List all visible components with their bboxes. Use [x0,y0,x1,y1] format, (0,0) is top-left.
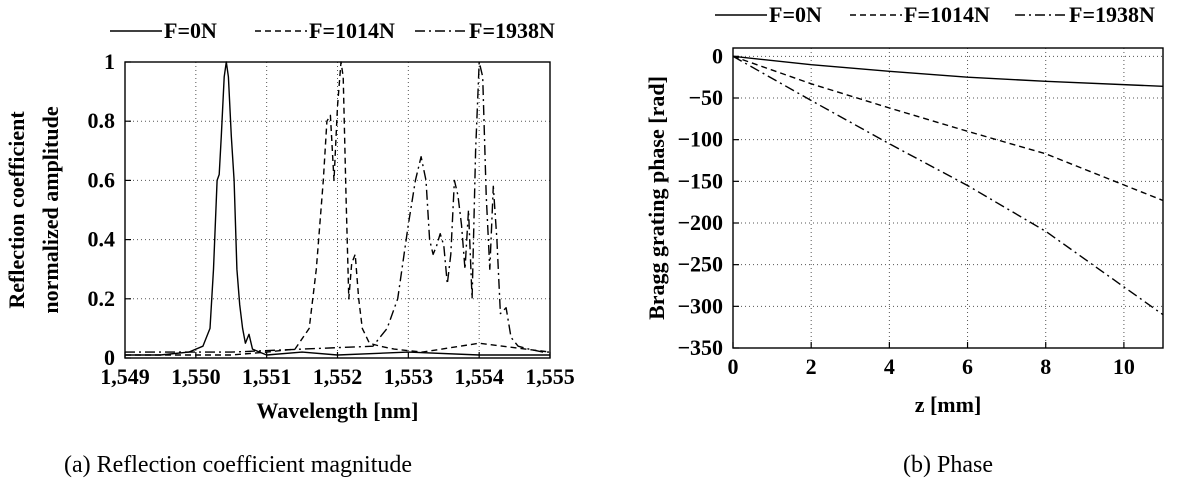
x-tick-label: 0 [728,354,739,379]
y-tick-label: −350 [677,335,723,360]
y-tick-label: 0.2 [88,286,116,311]
y-tick-label: −100 [677,127,723,152]
x-tick-label: 8 [1040,354,1051,379]
x-tick-label: 1,555 [525,364,575,389]
x-tick-label: 1,552 [313,364,363,389]
x-tick-label: 1,553 [384,364,434,389]
y-tick-label: −250 [677,252,723,277]
y-tick-label: 0.8 [88,108,116,133]
chart-2: 0 2 4 6 8 10 0 −50 −100 −150 −200 −250 −300 −350 F=0N F… [644,2,1164,478]
series-line-f-0n [733,55,1163,87]
x-tick-label: 2 [806,354,817,379]
x-axis-label: z [mm] [915,392,982,417]
y-tick-label: −200 [677,210,723,235]
x-tick-label: 1,549 [100,364,150,389]
series-line-f-1938n [125,61,550,353]
x-tick-label: 10 [1113,354,1135,379]
y-tick-label: 1 [104,49,115,74]
x-tick-label: 1,554 [454,364,504,389]
y-axis-label: Bragg grating phase [rad] [644,76,669,320]
y-tick-label: 0 [104,345,115,370]
subfigure-caption: (a) Reflection coefficient magnitude [64,452,412,478]
series-line-f-1938n [733,55,1163,316]
y-tick-label: 0 [712,43,723,68]
series-line-f-0n [125,61,550,356]
legend-label: F=0N [769,2,822,27]
subfigure-caption: (b) Phase [903,452,993,478]
y-tick-label: 0.6 [88,167,116,192]
series-line-f-1014n [125,61,550,356]
x-tick-label: 1,550 [171,364,221,389]
legend-label: F=1938N [1069,2,1155,27]
series-line-f-1014n [733,55,1163,202]
y-axis-label-line2: normalized amplitude [38,106,63,313]
y-axis-label-line1: Reflection coefficient [4,111,29,309]
x-tick-label: 1,551 [242,364,292,389]
legend-label: F=1014N [309,18,395,43]
x-tick-label: 6 [962,354,973,379]
y-tick-label: −50 [688,85,723,110]
x-axis-label: Wavelength [nm] [257,398,419,423]
legend-label: F=1014N [904,2,990,27]
x-tick-label: 4 [884,354,895,379]
plot-frame [732,47,1164,349]
y-tick-label: −150 [677,168,723,193]
y-tick-label: −300 [677,293,723,318]
y-tick-label: 0.4 [88,227,116,252]
chart-1: 1,549 1,550 1,551 1,552 1,553 1,554 1,555 0 0.2 0… [4,18,575,478]
legend-label: F=1938N [469,18,555,43]
legend-label: F=0N [164,18,217,43]
